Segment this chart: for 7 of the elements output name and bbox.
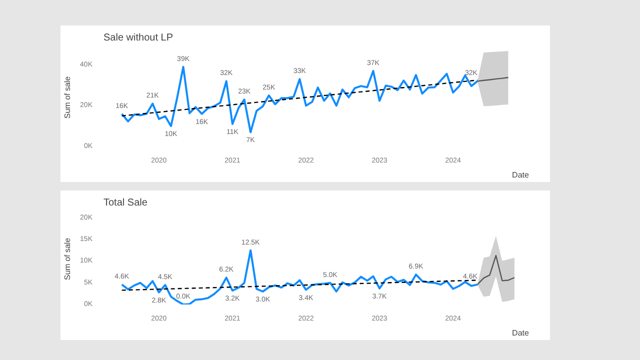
y-axis-title: Sum of sale: [63, 237, 72, 280]
y-axis-title: Sum of sale: [63, 76, 72, 119]
x-axis-title: Date: [512, 328, 530, 338]
chart-title: Sale without LP: [104, 32, 174, 44]
line-series: [476, 254, 516, 286]
chart-title: Total Sale: [104, 198, 148, 208]
x-axis-title: Date: [512, 170, 530, 180]
